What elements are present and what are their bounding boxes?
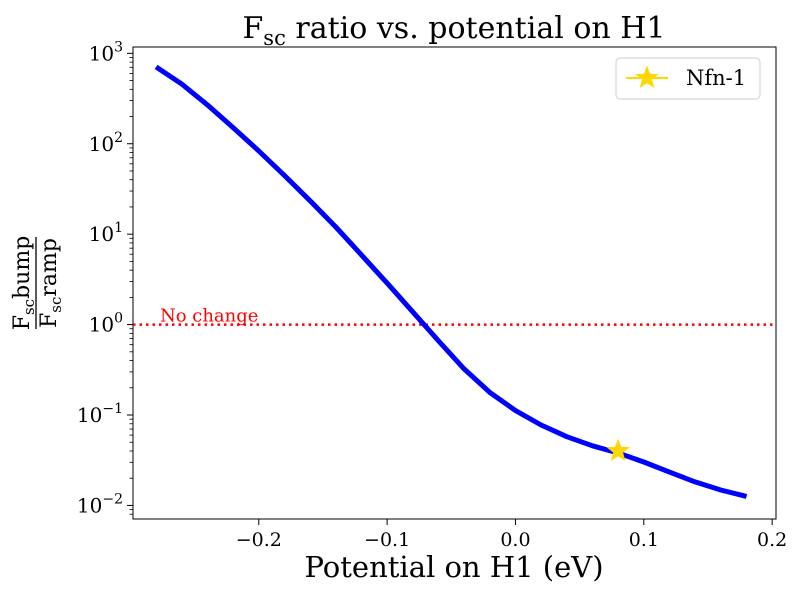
x-tick-label: 0.1 [629,529,659,551]
legend-label: Nfn-1 [686,66,746,90]
plot-frame [132,46,777,520]
x-tick-label: −0.1 [364,529,410,551]
legend-box [615,57,761,100]
axes-layer [127,46,777,525]
y-tick-label: 101 [89,220,123,246]
chart-title: Fsc ratio vs. potential on H1 [242,11,665,50]
legend-star-icon [635,65,659,89]
y-tick-label: 103 [89,39,123,65]
series-line [154,64,748,499]
nfn1-star-marker [606,438,630,462]
x-tick-label: 0.2 [757,529,787,551]
text-layer: −0.2 −0.1 0.0 0.1 0.2 10−2 10−1 100 101 102 103 No … [10,11,787,584]
plot-layer [133,64,776,499]
y-label-denominator: Fscramp [37,238,65,328]
no-change-label: No change [160,306,258,327]
x-tick-label: 0.0 [500,529,530,551]
y-tick-label: 100 [89,311,123,337]
x-axis-label: Potential on H1 (eV) [304,550,603,584]
y-tick-label: 10−2 [77,491,123,517]
y-tick-label: 10−1 [77,401,123,427]
y-label-numerator: Fscbump [10,236,38,331]
legend: Nfn-1 [615,57,761,100]
x-tick-label: −0.2 [236,529,282,551]
y-tick-label: 102 [89,130,123,156]
